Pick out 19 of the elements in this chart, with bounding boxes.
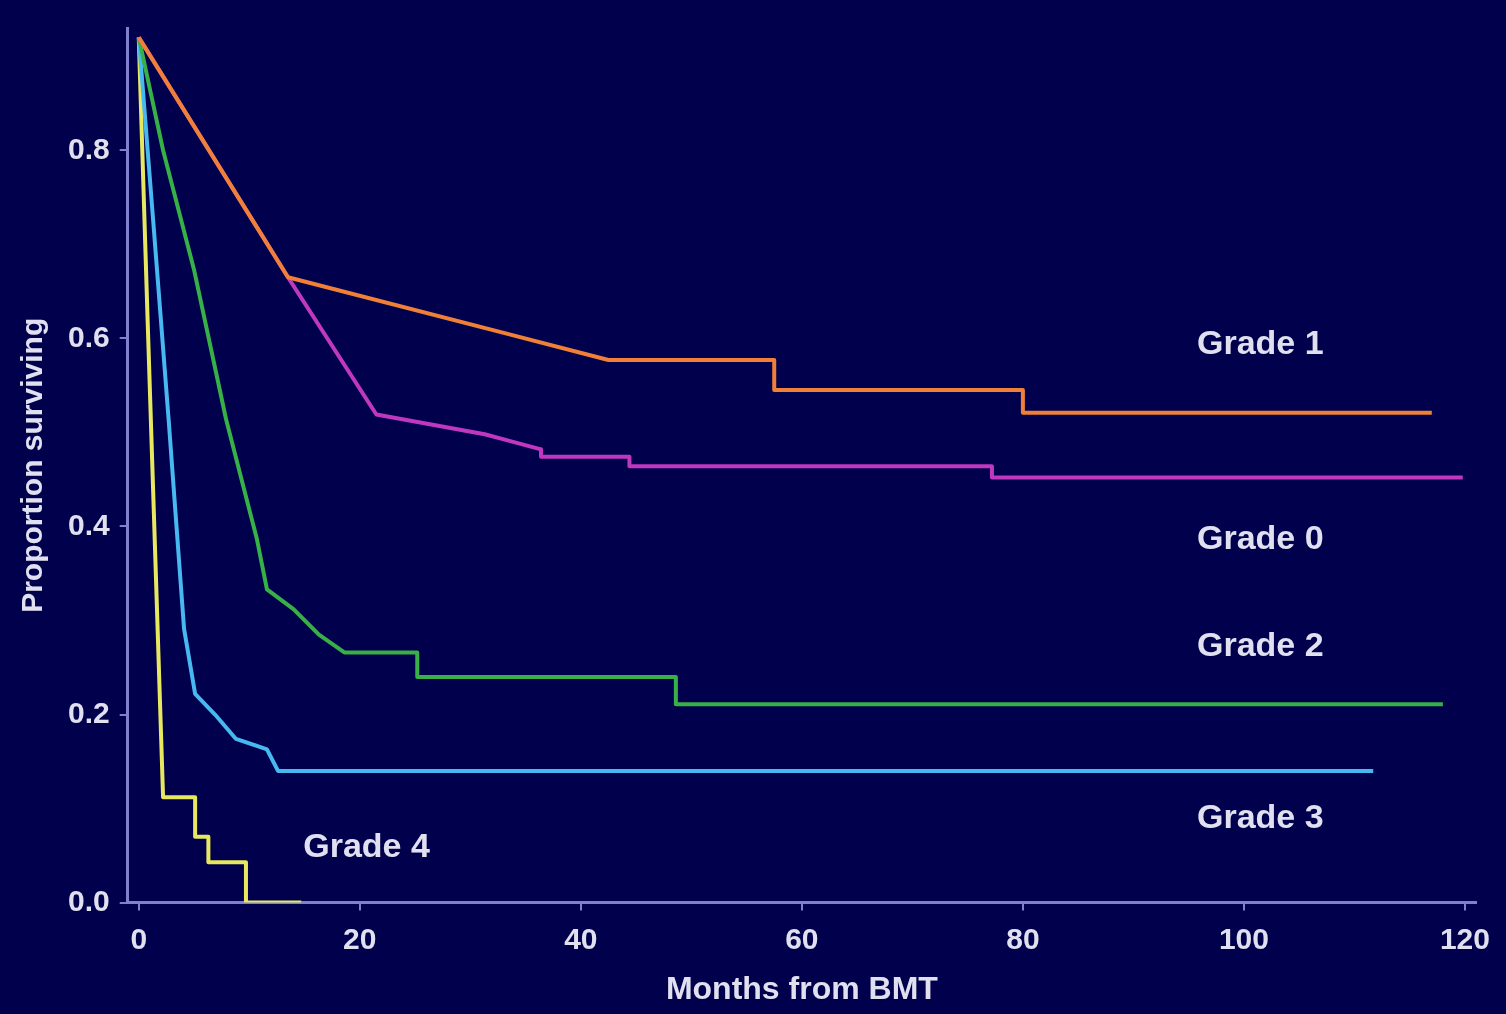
y-tick-label: 0.0	[67, 883, 110, 917]
series-label: Grade 0	[1196, 517, 1324, 556]
y-tick-label: 0.2	[67, 695, 110, 729]
series-label: Grade 2	[1196, 624, 1324, 663]
y-tick-label: 0.6	[67, 319, 110, 353]
x-tick-label: 80	[1006, 921, 1040, 955]
y-tick-label: 0.8	[67, 131, 110, 165]
x-tick-label: 20	[343, 921, 377, 955]
x-axis-title: Months from BMT	[665, 969, 939, 1006]
series-label: Grade 3	[1196, 797, 1324, 836]
series-label: Grade 1	[1196, 323, 1324, 362]
x-tick-label: 0	[130, 921, 148, 955]
x-tick-label: 40	[564, 921, 598, 955]
x-tick-label: 120	[1439, 921, 1490, 955]
y-tick-label: 0.4	[67, 507, 110, 541]
x-tick-label: 100	[1218, 921, 1269, 955]
x-tick-label: 60	[785, 921, 819, 955]
series-label: Grade 4	[303, 825, 430, 864]
y-axis-title: Proportion surviving	[15, 317, 49, 613]
